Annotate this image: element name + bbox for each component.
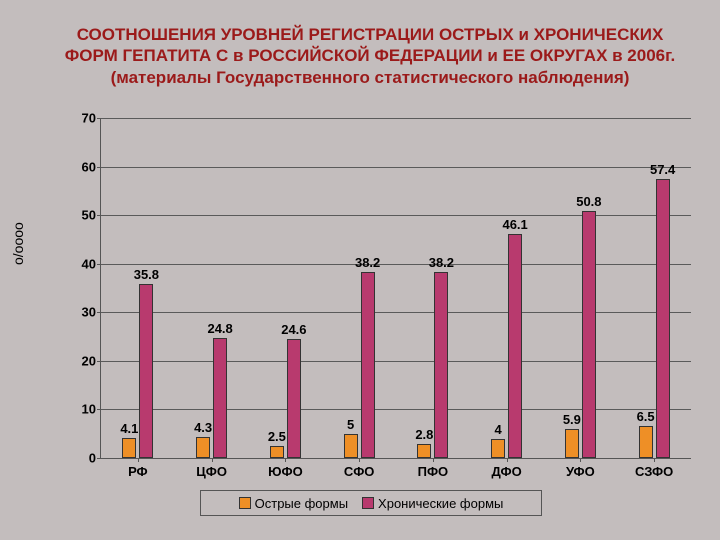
legend-item-chronic: Хронические формы [362, 496, 503, 511]
y-tick-mark [97, 458, 101, 459]
y-tick-label: 50 [71, 208, 96, 223]
y-tick-mark [97, 409, 101, 410]
swatch-acute [239, 497, 251, 509]
y-tick-mark [97, 264, 101, 265]
y-tick-label: 40 [71, 256, 96, 271]
bar-acute [270, 446, 284, 458]
bar-acute [491, 439, 505, 458]
y-tick-label: 10 [71, 402, 96, 417]
bar-acute [122, 438, 136, 458]
x-tick-mark [138, 458, 139, 462]
bar-chronic [656, 179, 670, 458]
x-tick-mark [507, 458, 508, 462]
bar-acute [417, 444, 431, 458]
bar-acute [344, 434, 358, 458]
bar-chronic [361, 272, 375, 458]
bar-acute [196, 437, 210, 458]
value-label-chronic: 24.6 [274, 322, 314, 337]
y-tick-label: 0 [71, 451, 96, 466]
category-label: РФ [103, 464, 173, 479]
category-label: ЮФО [250, 464, 320, 479]
swatch-chronic [362, 497, 374, 509]
y-tick-mark [97, 167, 101, 168]
x-tick-mark [359, 458, 360, 462]
x-tick-mark [433, 458, 434, 462]
y-tick-label: 70 [71, 111, 96, 126]
gridline [101, 215, 691, 216]
legend-label-chronic: Хронические формы [378, 496, 503, 511]
slide: СООТНОШЕНИЯ УРОВНЕЙ РЕГИСТРАЦИИ ОСТРЫХ и… [0, 0, 720, 540]
category-label: ЦФО [177, 464, 247, 479]
category-label: ДФО [472, 464, 542, 479]
legend: Острые формы Хронические формы [200, 490, 542, 516]
x-tick-mark [212, 458, 213, 462]
value-label-chronic: 38.2 [421, 255, 461, 270]
y-axis-label: о/оооо [10, 222, 26, 265]
bar-chronic [213, 338, 227, 458]
y-tick-mark [97, 361, 101, 362]
bar-acute [639, 426, 653, 458]
bar-chronic [139, 284, 153, 458]
x-tick-mark [580, 458, 581, 462]
plot-area: 010203040506070РФ4.135.8ЦФО4.324.8ЮФО2.5… [100, 118, 691, 459]
chart-title: СООТНОШЕНИЯ УРОВНЕЙ РЕГИСТРАЦИИ ОСТРЫХ и… [50, 24, 690, 88]
y-tick-mark [97, 312, 101, 313]
y-tick-mark [97, 118, 101, 119]
value-label-chronic: 38.2 [348, 255, 388, 270]
bar-chronic [287, 339, 301, 458]
chart-area: 010203040506070РФ4.135.8ЦФО4.324.8ЮФО2.5… [60, 118, 690, 458]
y-tick-label: 20 [71, 353, 96, 368]
category-label: ПФО [398, 464, 468, 479]
bar-chronic [582, 211, 596, 458]
bar-chronic [434, 272, 448, 458]
value-label-chronic: 35.8 [126, 267, 166, 282]
gridline [101, 361, 691, 362]
value-label-chronic: 24.8 [200, 321, 240, 336]
category-label: СЗФО [619, 464, 689, 479]
gridline [101, 312, 691, 313]
y-tick-label: 30 [71, 305, 96, 320]
value-label-chronic: 46.1 [495, 217, 535, 232]
category-label: УФО [545, 464, 615, 479]
bar-chronic [508, 234, 522, 458]
x-tick-mark [285, 458, 286, 462]
gridline [101, 118, 691, 119]
gridline [101, 264, 691, 265]
y-tick-label: 60 [71, 159, 96, 174]
gridline [101, 167, 691, 168]
y-tick-mark [97, 215, 101, 216]
value-label-chronic: 50.8 [569, 194, 609, 209]
gridline [101, 409, 691, 410]
bar-acute [565, 429, 579, 458]
category-label: СФО [324, 464, 394, 479]
legend-item-acute: Острые формы [239, 496, 348, 511]
x-tick-mark [654, 458, 655, 462]
legend-label-acute: Острые формы [255, 496, 348, 511]
value-label-chronic: 57.4 [643, 162, 683, 177]
